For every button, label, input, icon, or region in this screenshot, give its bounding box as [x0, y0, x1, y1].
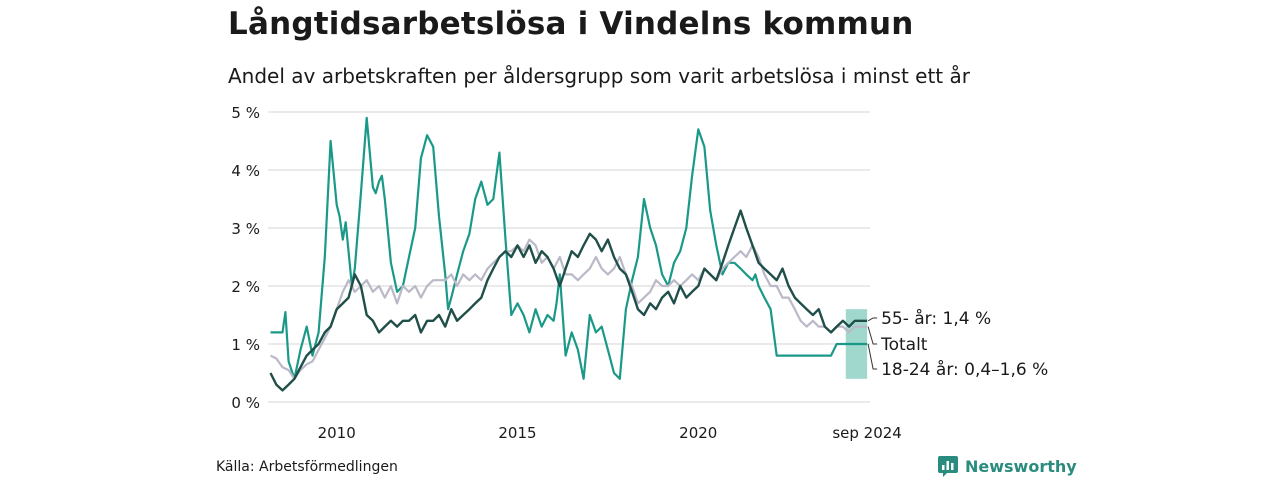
chart-title: Långtidsarbetslösa i Vindelns kommun: [228, 6, 914, 42]
newsworthy-logo-icon: [938, 456, 958, 477]
end-label-55: 55- år: 1,4 %: [881, 308, 991, 329]
y-tick-label: 1 %: [231, 336, 260, 354]
y-tick-label: 3 %: [231, 220, 260, 238]
x-tick-label: 2020: [679, 424, 717, 442]
brand-logo: Newsworthy: [937, 455, 1077, 477]
y-tick-label: 4 %: [231, 162, 260, 180]
series-line-youth: [270, 116, 868, 380]
end-label-total: Totalt: [880, 335, 928, 355]
series-line-55: [269, 209, 868, 392]
x-tick-label: 2010: [318, 424, 356, 442]
leader-line: [867, 326, 878, 345]
chart-subtitle: Andel av arbetskraften per åldersgrupp s…: [228, 64, 970, 88]
x-tick-label: 2015: [498, 424, 536, 442]
x-tick-label: sep 2024: [832, 424, 902, 442]
source-note: Källa: Arbetsförmedlingen: [216, 459, 398, 475]
series-lines: [269, 116, 868, 392]
y-tick-label: 2 %: [231, 278, 260, 296]
y-axis-ticks: 0 % 1 % 2 % 3 % 4 % 5 %: [231, 104, 260, 412]
x-axis-ticks: 2010 2015 2020 sep 2024: [318, 424, 902, 442]
leader-line: [867, 317, 878, 322]
brand-name: Newsworthy: [965, 456, 1077, 476]
y-tick-label: 5 %: [231, 104, 260, 122]
y-tick-label: 0 %: [231, 394, 260, 412]
series-line-total: [270, 238, 868, 380]
end-labels: 55- år: 1,4 % Totalt 18-24 år: 0,4–1,6 %: [867, 308, 1048, 380]
end-label-youth: 18-24 år: 0,4–1,6 %: [881, 359, 1048, 380]
leader-line: [867, 343, 878, 370]
